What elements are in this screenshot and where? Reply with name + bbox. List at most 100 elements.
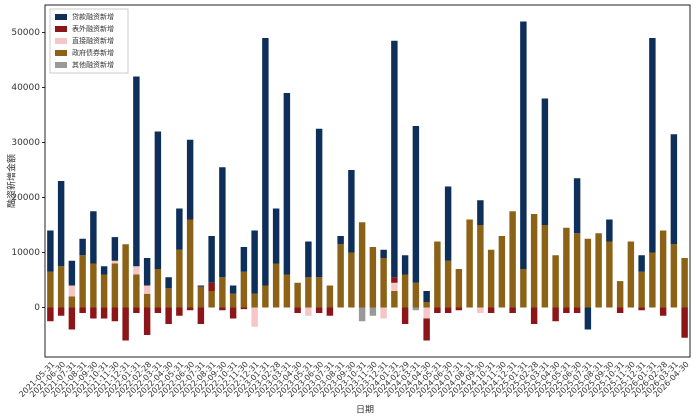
legend-label: 直接融资新增: [72, 36, 114, 45]
bar-segment: [176, 208, 183, 250]
bar-segment: [412, 307, 420, 311]
bar-segment: [434, 307, 441, 313]
bar-segment: [530, 214, 538, 308]
bar-segment: [444, 186, 452, 261]
bar-segment: [498, 236, 506, 308]
bar-segment: [573, 233, 581, 308]
bar-segment: [68, 260, 76, 286]
legend-swatch: [55, 26, 67, 32]
bar-segment: [283, 274, 291, 308]
bar-segment: [326, 285, 334, 308]
bar-segment: [229, 307, 237, 319]
bar-segment: [165, 307, 172, 324]
bar-segment: [262, 285, 269, 308]
bar-segment: [197, 285, 205, 287]
x-axis-label: 日期: [356, 405, 374, 416]
bar-segment: [272, 263, 280, 308]
bar-segment: [79, 255, 86, 308]
bar-segment: [412, 282, 420, 308]
bar-segment: [143, 285, 151, 294]
bar-segment: [348, 252, 355, 308]
bar-segment: [272, 208, 280, 264]
bar-segment: [90, 263, 97, 308]
bar-segment: [466, 219, 473, 308]
bar-segment: [305, 307, 312, 316]
bar-segment: [423, 302, 430, 308]
bar-segment: [616, 307, 624, 313]
bar-segment: [251, 230, 258, 294]
bar-segment: [584, 238, 592, 308]
bar-segment: [229, 285, 237, 294]
bar-segment: [326, 307, 334, 316]
bar-segment: [197, 286, 205, 308]
bar-segment: [423, 291, 430, 302]
bar-segment: [165, 277, 172, 289]
bar-segment: [186, 219, 194, 308]
bar-segment: [659, 307, 667, 316]
bar-segment: [100, 274, 108, 308]
bar-segment: [412, 126, 420, 283]
bar-segment: [520, 269, 527, 308]
bar-segment: [337, 244, 344, 308]
bar-segment: [337, 236, 344, 245]
bar-segment: [455, 307, 463, 311]
bar-segment: [659, 230, 667, 308]
bar-segment: [380, 249, 387, 258]
bar-segment: [197, 307, 205, 324]
y-tick-label: 20000: [11, 193, 40, 203]
bar-segment: [563, 307, 570, 313]
bar-segment: [208, 282, 215, 291]
bar-segment: [520, 21, 527, 269]
bar-segment: [423, 318, 430, 341]
bar-segment: [638, 307, 645, 311]
bar-segment: [262, 38, 269, 286]
bar-segment: [122, 307, 129, 341]
y-tick-label: 50000: [11, 28, 40, 38]
bar-segment: [100, 307, 108, 319]
bar-segment: [240, 307, 248, 310]
bar-segment: [143, 258, 151, 286]
bar-segment: [111, 237, 119, 261]
bar-segment: [79, 307, 86, 313]
bar-segment: [133, 307, 140, 313]
bar-segment: [133, 266, 140, 275]
bar-segment: [294, 282, 301, 308]
bar-segment: [391, 282, 398, 291]
bar-segment: [133, 76, 140, 267]
bar-segment: [305, 241, 312, 278]
legend-swatch: [55, 14, 67, 20]
bar-segment: [401, 255, 409, 275]
legend-label: 其他融资新增: [72, 60, 114, 69]
bar-segment: [111, 260, 119, 264]
bar-segment: [154, 269, 162, 308]
bar-segment: [251, 307, 258, 327]
legend-label: 贷款融资新增: [72, 12, 114, 21]
bar-segment: [444, 260, 452, 308]
bar-segment: [434, 241, 441, 308]
bar-segment: [57, 266, 65, 308]
bar-segment: [455, 269, 463, 308]
bar-segment: [541, 98, 549, 225]
bar-segment: [154, 307, 162, 313]
plot-frame: [44, 4, 691, 358]
bar-segment: [369, 247, 377, 308]
bar-segment: [563, 227, 570, 308]
bar-segment: [509, 211, 516, 308]
legend-swatch: [55, 38, 67, 44]
bar-segment: [606, 241, 613, 308]
bar-segment: [165, 288, 172, 308]
bar-segment: [573, 178, 581, 234]
bar-segment: [208, 291, 215, 308]
y-tick-label: 40000: [11, 83, 40, 93]
legend-swatch: [55, 50, 67, 56]
bar-segment: [57, 307, 65, 316]
bar-segment: [552, 307, 559, 322]
bar-segment: [315, 307, 323, 313]
y-tick-label: 0: [34, 303, 40, 313]
bar-segment: [79, 238, 86, 256]
bar-segment: [240, 271, 248, 308]
y-tick-label: 10000: [11, 248, 40, 258]
bar-segment: [90, 211, 97, 264]
bar-segment: [122, 244, 129, 308]
